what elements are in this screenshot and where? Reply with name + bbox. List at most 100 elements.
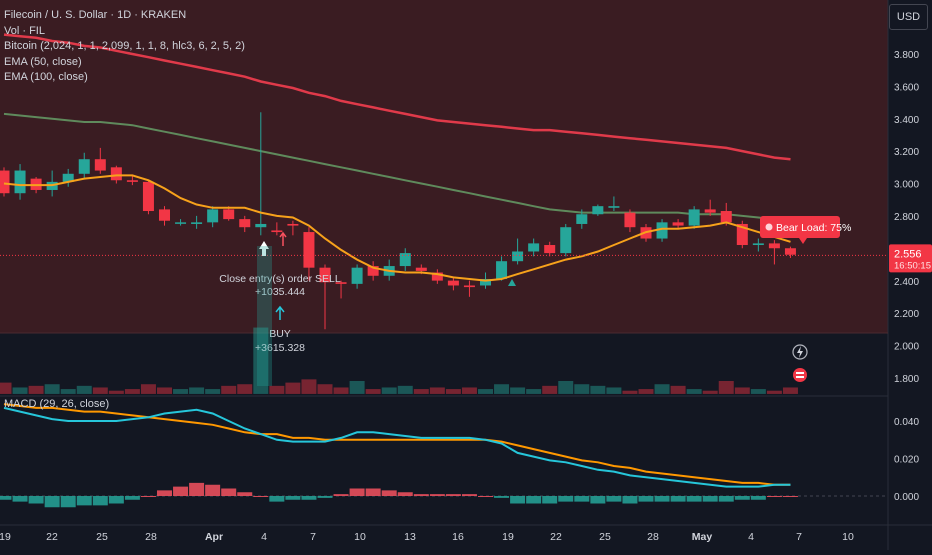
macd-histogram-bar xyxy=(494,496,510,498)
candle xyxy=(223,209,235,220)
volume-bar xyxy=(606,387,622,394)
macd-histogram-bar xyxy=(542,496,558,504)
volume-bar xyxy=(124,389,140,394)
volume-bar xyxy=(333,387,349,394)
macd-histogram-bar xyxy=(205,484,221,496)
time-tick-label: May xyxy=(692,531,713,543)
macd-histogram-bar xyxy=(140,496,156,497)
candle xyxy=(544,245,556,254)
macd-histogram-bar xyxy=(0,496,12,500)
macd-histogram-bar xyxy=(381,490,397,496)
price-tick-label: 2.200 xyxy=(894,309,919,320)
time-tick-label: 28 xyxy=(647,531,659,543)
macd-histogram-bar xyxy=(237,492,253,496)
macd-histogram-bar xyxy=(478,496,493,497)
candle xyxy=(255,223,267,228)
candle xyxy=(624,212,636,228)
indicator-volume[interactable]: Vol · FIL xyxy=(4,24,45,37)
flag-glyph-top xyxy=(796,372,804,374)
candle xyxy=(319,267,331,283)
close-entry-label: Close entry(s) order SELL xyxy=(219,273,341,285)
indicator-ema50[interactable]: EMA (50, close) xyxy=(4,55,82,68)
buy-highlight xyxy=(257,246,272,386)
time-tick-label: 7 xyxy=(310,531,316,543)
volume-bar xyxy=(702,390,718,394)
candle xyxy=(415,267,427,271)
volume-bar xyxy=(221,385,237,394)
time-tick-label: 19 xyxy=(0,531,11,543)
indicator-ema100[interactable]: EMA (100, close) xyxy=(4,71,88,83)
macd-histogram-bar xyxy=(461,494,477,496)
candle xyxy=(351,267,363,284)
volume-bar xyxy=(654,384,670,394)
candle xyxy=(431,272,443,281)
flag-glyph-bottom xyxy=(796,376,804,378)
flag-icon xyxy=(793,368,807,382)
volume-bar xyxy=(173,389,189,394)
volume-bar xyxy=(365,389,381,394)
macd-histogram xyxy=(0,482,798,508)
bear-load-pointer xyxy=(799,238,807,244)
time-tick-label: 19 xyxy=(502,531,514,543)
volume-bar xyxy=(734,387,750,394)
candle xyxy=(528,243,540,252)
candle xyxy=(672,222,684,226)
macd-histogram-bar xyxy=(766,496,782,497)
bear-zone-background xyxy=(0,0,888,333)
volume-bar xyxy=(494,384,510,394)
currency-button[interactable]: USD xyxy=(889,4,928,30)
candle xyxy=(62,173,74,182)
volume-bar xyxy=(140,384,156,394)
candle xyxy=(207,209,219,223)
candle xyxy=(0,170,10,194)
volume-bar xyxy=(12,387,28,394)
macd-histogram-bar xyxy=(750,496,766,500)
macd-histogram-bar xyxy=(397,492,413,496)
candle xyxy=(736,223,748,246)
candle xyxy=(720,211,732,223)
indicator-bitcoin[interactable]: Bitcoin (2,024, 1, 1, 2,099, 1, 1, 8, hl… xyxy=(4,40,245,52)
time-axis: 19 22 25 28 Apr 4 7 10 13 16 19 22 25 28 May 4 7 10 xyxy=(0,531,854,543)
candle xyxy=(142,181,154,212)
volume-bar xyxy=(686,389,702,394)
candle xyxy=(704,209,716,213)
candle xyxy=(512,251,524,262)
candle xyxy=(239,219,251,228)
lightning-icon xyxy=(792,344,808,360)
macd-histogram-bar xyxy=(606,496,622,502)
volume-series xyxy=(0,327,798,394)
volume-bar xyxy=(590,385,606,394)
current-price-box xyxy=(889,244,932,273)
candle xyxy=(768,243,780,249)
macd-histogram-bar xyxy=(686,496,702,502)
price-tick-label: 2.000 xyxy=(894,342,919,353)
ema100-line xyxy=(3,33,791,161)
macd-histogram-bar xyxy=(253,496,269,497)
candle xyxy=(480,279,491,286)
time-tick-label: Apr xyxy=(205,531,223,543)
macd-axis: 0.040 0.020 0.000 xyxy=(894,417,919,503)
entry-arrow-icon xyxy=(259,241,269,256)
macd-label[interactable]: MACD (29, 26, close) xyxy=(4,398,110,410)
macd-histogram-bar xyxy=(558,496,574,502)
volume-bar xyxy=(108,390,124,394)
pane-icons xyxy=(792,344,808,382)
volume-bar xyxy=(349,380,365,394)
volume-bar xyxy=(638,389,654,394)
macd-histogram-bar xyxy=(269,496,285,502)
price-tick-label: 2.800 xyxy=(894,212,919,223)
candle xyxy=(752,243,764,246)
buy-value: +3615.328 xyxy=(255,342,305,354)
symbol-title[interactable]: Filecoin / U. S. Dollar · 1D · KRAKEN xyxy=(4,9,187,21)
volume-bar xyxy=(397,385,413,394)
candle xyxy=(463,285,475,288)
candle xyxy=(126,180,138,182)
candle xyxy=(191,222,203,224)
candle xyxy=(656,222,668,239)
current-price-label: 2.556 xyxy=(894,248,922,260)
candle xyxy=(367,266,379,276)
macd-histogram-bar xyxy=(333,494,349,496)
candle xyxy=(94,159,106,171)
